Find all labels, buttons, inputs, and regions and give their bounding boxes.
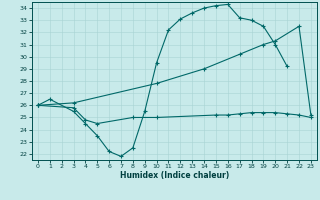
X-axis label: Humidex (Indice chaleur): Humidex (Indice chaleur) [120, 171, 229, 180]
